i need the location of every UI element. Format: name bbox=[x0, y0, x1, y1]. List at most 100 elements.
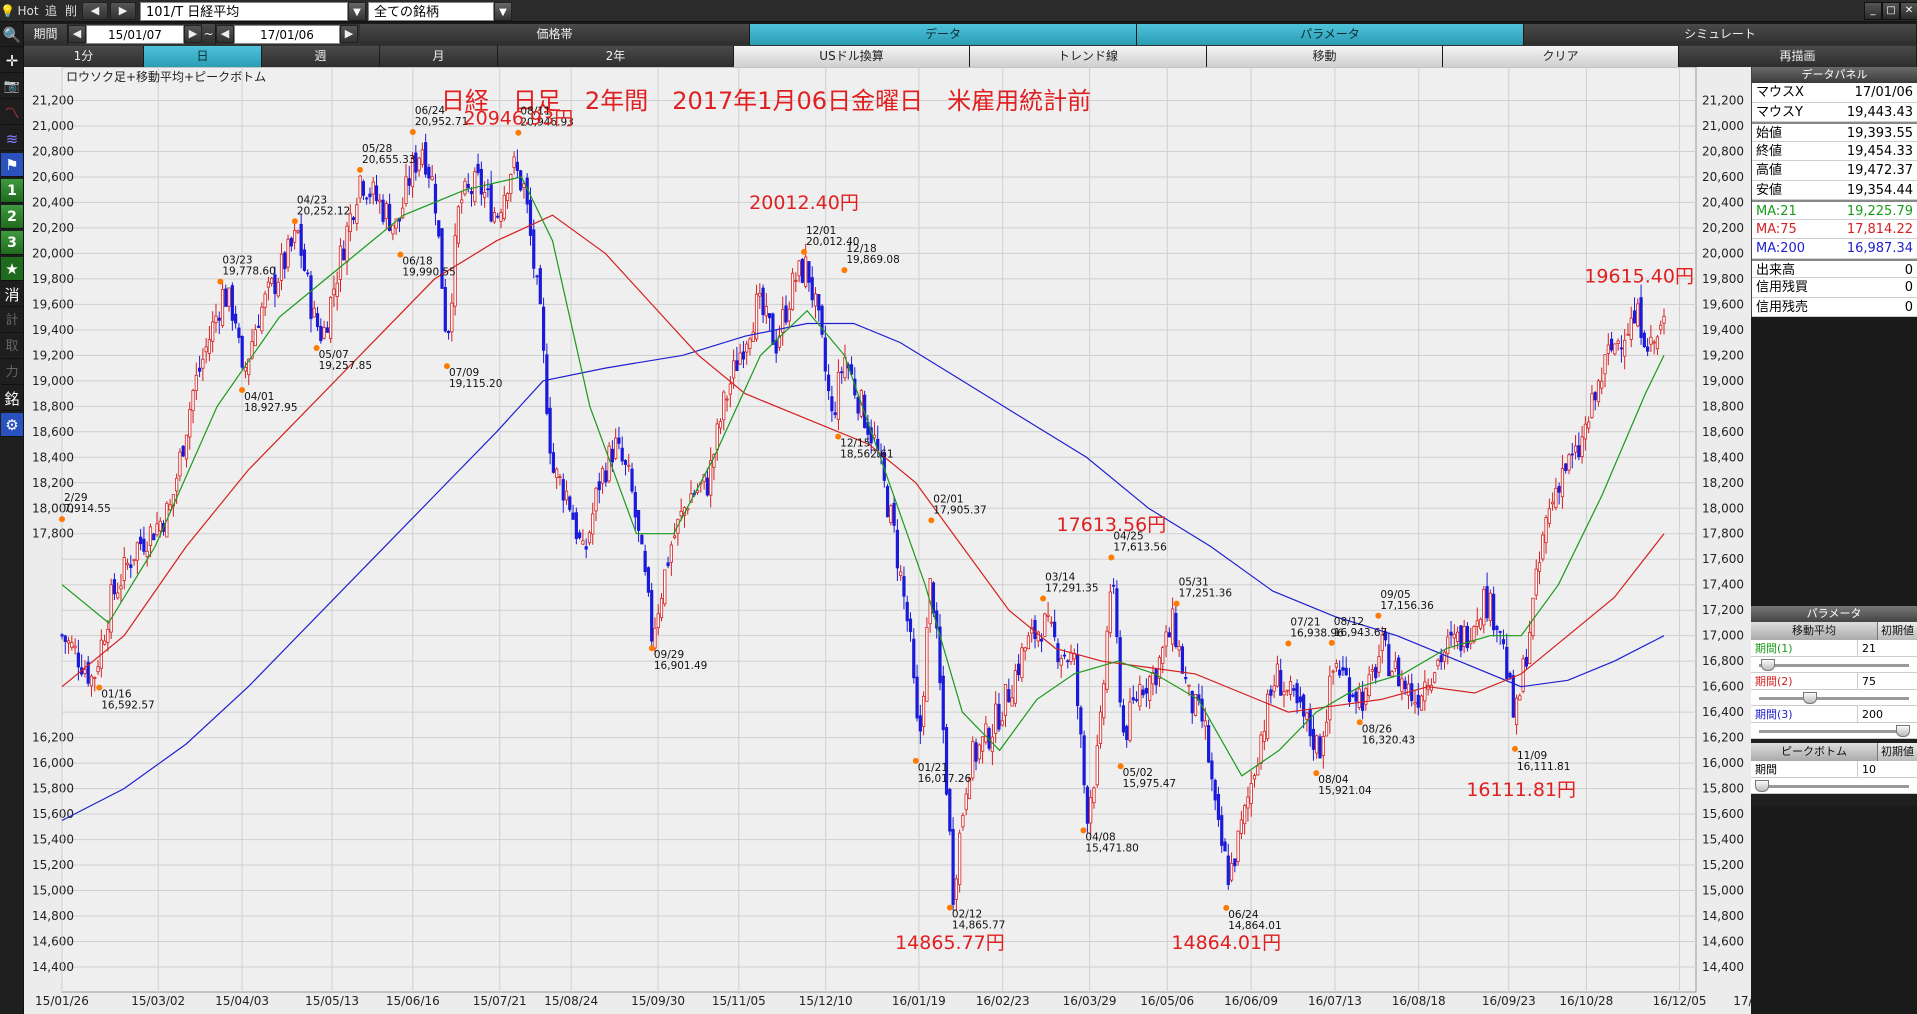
maximize-button[interactable]: □ bbox=[1882, 2, 1900, 20]
data-row-label: MA:200 bbox=[1756, 241, 1806, 256]
candle-body bbox=[1433, 672, 1437, 683]
slider-knob[interactable] bbox=[1760, 659, 1775, 671]
gear-icon[interactable]: ⚙ bbox=[1, 413, 23, 437]
date-from-next-button[interactable]: ▶ bbox=[184, 25, 202, 43]
ma-reset-button[interactable]: 初期値 bbox=[1877, 622, 1917, 640]
param-row: 期間 10 bbox=[1751, 761, 1917, 778]
search-icon[interactable]: 🔍 bbox=[1, 23, 23, 47]
candle-body bbox=[784, 305, 788, 323]
param-slider[interactable] bbox=[1751, 778, 1917, 794]
date-from-prev-button[interactable]: ◀ bbox=[68, 25, 86, 43]
param-slider[interactable] bbox=[1751, 690, 1917, 706]
peak-bottom-dot bbox=[1040, 595, 1047, 602]
candle-body bbox=[1049, 621, 1053, 624]
peak-bottom-dot bbox=[1375, 612, 1382, 619]
next-symbol-button[interactable]: ▶ bbox=[110, 2, 136, 20]
sidebar-brand-button[interactable]: 銘 bbox=[1, 387, 23, 411]
clear-button[interactable]: クリア bbox=[1443, 46, 1679, 67]
pb-reset-button[interactable]: 初期値 bbox=[1877, 743, 1917, 761]
preset-2-button[interactable]: 2 bbox=[1, 205, 23, 229]
trendline-button[interactable]: トレンド線 bbox=[970, 46, 1207, 67]
line-chart-icon[interactable]: 〽 bbox=[1, 101, 23, 125]
param-value-input[interactable]: 75 bbox=[1857, 673, 1917, 689]
candle-body bbox=[728, 383, 732, 395]
candle-body bbox=[777, 335, 782, 348]
candle-body bbox=[496, 215, 500, 218]
star-icon[interactable]: ★ bbox=[1, 257, 23, 281]
candle-body bbox=[885, 486, 890, 518]
y-tick-label: 19,600 bbox=[1702, 297, 1744, 311]
candle-body bbox=[1203, 720, 1207, 727]
param-slider[interactable] bbox=[1751, 723, 1917, 739]
sidebar-erase-button[interactable]: 消 bbox=[1, 283, 23, 307]
date-to-prev-button[interactable]: ◀ bbox=[216, 25, 234, 43]
peak-bottom-dot bbox=[1356, 719, 1363, 726]
tab-price-range[interactable]: 価格帯 bbox=[360, 24, 750, 45]
preset-3-button[interactable]: 3 bbox=[1, 231, 23, 255]
symbol-input[interactable]: 101/T 日経平均 bbox=[140, 2, 348, 21]
candle-body bbox=[1007, 689, 1011, 703]
tab-data[interactable]: データ bbox=[750, 24, 1137, 45]
tf-1min-button[interactable]: 1分 bbox=[24, 46, 144, 67]
candle-body bbox=[142, 538, 146, 552]
date-to-input[interactable]: 17/01/06 bbox=[234, 25, 340, 44]
candle-body bbox=[1252, 775, 1257, 780]
add-button[interactable]: 追 bbox=[44, 4, 57, 18]
tab-parameter[interactable]: パラメータ bbox=[1137, 24, 1524, 45]
universe-dropdown[interactable]: ▼ bbox=[494, 2, 512, 21]
peak-bottom-date: 11/09 bbox=[1517, 750, 1547, 762]
price-chart[interactable]: 14,400 14,600 14,800 15,000 15,200 15,400 15,6… bbox=[24, 67, 1751, 1014]
minimize-button[interactable]: _ bbox=[1864, 2, 1882, 20]
tab-simulate[interactable]: シミュレート bbox=[1524, 24, 1917, 45]
candle-body bbox=[735, 360, 739, 372]
symbol-dropdown[interactable]: ▼ bbox=[348, 2, 366, 21]
candle-body bbox=[410, 157, 415, 188]
tf-weekly-button[interactable]: 週 bbox=[262, 46, 380, 67]
date-from-input[interactable]: 15/01/07 bbox=[86, 25, 184, 44]
tf-daily-button[interactable]: 日 bbox=[144, 46, 262, 67]
candle-body bbox=[407, 178, 411, 186]
candle-body bbox=[214, 315, 218, 324]
y-tick-label: 15,000 bbox=[1702, 884, 1744, 898]
slider-knob[interactable] bbox=[1896, 725, 1911, 737]
lightbulb-icon[interactable]: 💡 bbox=[0, 4, 15, 18]
slider-knob[interactable] bbox=[1802, 692, 1817, 704]
sidebar-take-button[interactable]: 取 bbox=[1, 335, 23, 359]
param-value-input[interactable]: 21 bbox=[1857, 640, 1917, 656]
candle-body bbox=[944, 727, 949, 795]
delete-button[interactable]: 削 bbox=[64, 4, 77, 18]
tf-monthly-button[interactable]: 月 bbox=[380, 46, 498, 67]
peak-bottom-value: 15,975.47 bbox=[1123, 778, 1176, 790]
hot-button[interactable]: Hot bbox=[17, 4, 39, 18]
slider-track bbox=[1759, 664, 1909, 667]
candle-body bbox=[1190, 690, 1194, 714]
date-to-next-button[interactable]: ▶ bbox=[340, 25, 358, 43]
y-tick-label: 14,800 bbox=[1702, 909, 1744, 923]
param-value-input[interactable]: 10 bbox=[1857, 761, 1917, 777]
param-value-input[interactable]: 200 bbox=[1857, 706, 1917, 722]
usd-convert-button[interactable]: USドル換算 bbox=[734, 46, 970, 67]
range-2year-button[interactable]: 2年 bbox=[498, 46, 734, 67]
peak-bottom-value: 20,252.12 bbox=[297, 205, 350, 217]
param-slider[interactable] bbox=[1751, 657, 1917, 673]
sidebar-power-button[interactable]: 力 bbox=[1, 361, 23, 385]
chart-svg[interactable]: 14,400 14,600 14,800 15,000 15,200 15,400 15,6… bbox=[24, 67, 1751, 1014]
candle-body bbox=[751, 331, 755, 342]
candle-body bbox=[234, 313, 238, 324]
crosshair-icon[interactable]: ✛ bbox=[1, 49, 23, 73]
candle-body bbox=[1603, 354, 1607, 375]
candle-body bbox=[132, 558, 136, 562]
preset-1-button[interactable]: 1 bbox=[1, 179, 23, 203]
indicator-icon[interactable]: ≋ bbox=[1, 127, 23, 151]
candle-body bbox=[1288, 680, 1293, 695]
candle-body bbox=[679, 510, 683, 517]
close-button[interactable]: ✕ bbox=[1900, 2, 1917, 20]
universe-select[interactable]: 全ての銘柄 bbox=[368, 2, 494, 21]
camera-icon[interactable]: 📷 bbox=[1, 75, 23, 99]
slider-knob[interactable] bbox=[1755, 780, 1769, 792]
redraw-button[interactable]: 再描画 bbox=[1679, 46, 1917, 67]
flag-icon[interactable]: ⚑ bbox=[1, 153, 23, 177]
prev-symbol-button[interactable]: ◀ bbox=[82, 2, 108, 20]
sidebar-calc-button[interactable]: 計 bbox=[1, 309, 23, 333]
move-button[interactable]: 移動 bbox=[1207, 46, 1443, 67]
